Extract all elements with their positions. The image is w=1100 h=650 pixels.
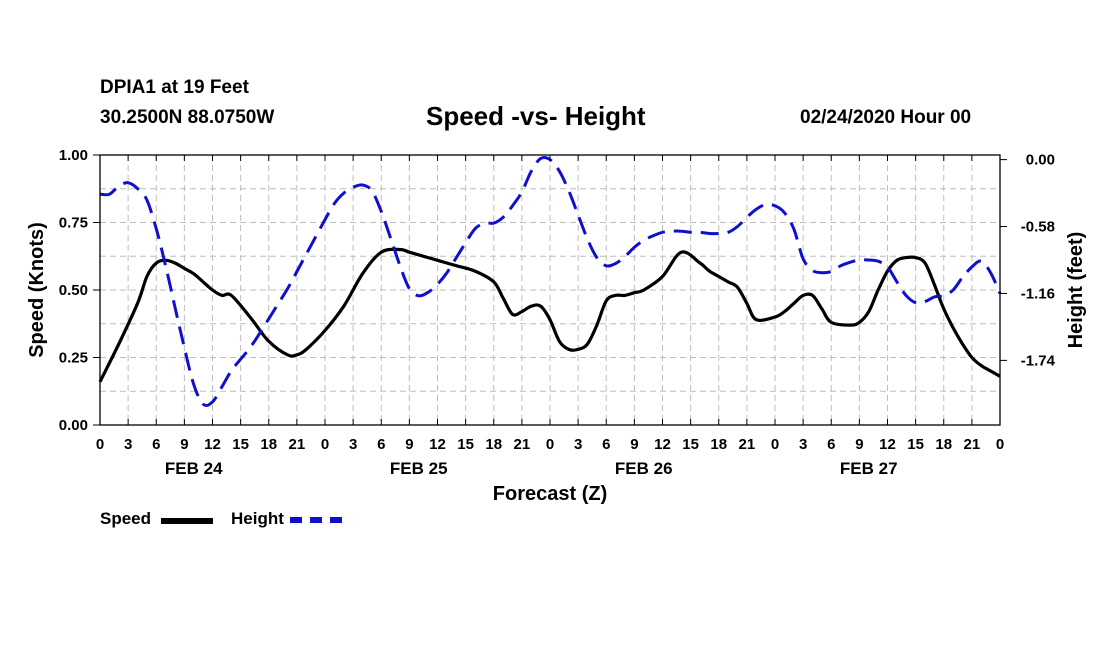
y2-axis-title: Height (feet) <box>1065 232 1087 349</box>
x-tick-label: 18 <box>935 436 952 453</box>
forecast-datetime: 02/24/2020 Hour 00 <box>800 107 972 128</box>
x-tick-label: 3 <box>349 436 357 453</box>
x-tick-label: 0 <box>771 436 779 453</box>
x-tick-label: 0 <box>546 436 554 453</box>
grid-lines <box>100 155 1000 425</box>
y2-tick-label: -1.16 <box>1021 285 1055 302</box>
coordinates-label: 30.2500N 88.0750W <box>100 107 275 128</box>
x-tick-label: 12 <box>429 436 446 453</box>
x-tick-label: 12 <box>654 436 671 453</box>
x-tick-label: 21 <box>514 436 531 453</box>
legend-speed-swatch <box>161 518 213 524</box>
date-label: FEB 24 <box>165 459 223 478</box>
x-tick-label: 3 <box>124 436 132 453</box>
y2-tick-label: -0.58 <box>1021 219 1055 236</box>
legend-height-label: Height <box>231 509 284 528</box>
y-tick-label: 0.50 <box>59 282 88 299</box>
y-tick-label: 0.25 <box>59 350 88 367</box>
series-line-speed <box>98 247 1001 383</box>
date-label: FEB 27 <box>840 459 898 478</box>
x-tick-label: 0 <box>321 436 329 453</box>
x-tick-label: 15 <box>682 436 699 453</box>
station-label: DPIA1 at 19 Feet <box>100 77 249 98</box>
x-tick-label: 3 <box>574 436 582 453</box>
chart-title: Speed -vs- Height <box>426 101 646 131</box>
x-tick-label: 6 <box>152 436 160 453</box>
legend-speed-label: Speed <box>100 509 152 528</box>
date-label: FEB 26 <box>615 459 673 478</box>
x-tick-label: 6 <box>827 436 835 453</box>
x-tick-label: 18 <box>260 436 277 453</box>
x-tick-label: 9 <box>405 436 413 453</box>
x-tick-label: 12 <box>204 436 221 453</box>
x-tick-label: 6 <box>602 436 610 453</box>
y-tick-label: 0.75 <box>59 215 88 232</box>
y2-tick-label: -1.74 <box>1021 352 1056 369</box>
x-tick-label: 21 <box>739 436 756 453</box>
x-tick-label: 15 <box>232 436 249 453</box>
y-axis-title: Speed (Knots) <box>26 222 48 358</box>
axis-ticks <box>93 154 1007 426</box>
x-tick-label: 21 <box>964 436 981 453</box>
x-tick-label: 9 <box>180 436 188 453</box>
y-tick-label: 0.00 <box>59 417 88 434</box>
x-tick-label: 18 <box>485 436 502 453</box>
x-tick-label: 0 <box>96 436 104 453</box>
x-tick-label: 3 <box>799 436 807 453</box>
x-tick-label: 0 <box>996 436 1004 453</box>
x-axis-title: Forecast (Z) <box>493 483 607 505</box>
x-tick-label: 6 <box>377 436 385 453</box>
x-tick-label: 21 <box>289 436 306 453</box>
date-label: FEB 25 <box>390 459 448 478</box>
x-tick-label: 9 <box>855 436 863 453</box>
x-tick-label: 18 <box>710 436 727 453</box>
legend-height-swatch <box>290 517 342 523</box>
x-tick-label: 9 <box>630 436 638 453</box>
y2-tick-label: 0.00 <box>1026 152 1055 169</box>
x-tick-label: 15 <box>457 436 474 453</box>
x-tick-label: 15 <box>907 436 924 453</box>
y-tick-label: 1.00 <box>59 147 88 164</box>
x-tick-label: 12 <box>879 436 896 453</box>
